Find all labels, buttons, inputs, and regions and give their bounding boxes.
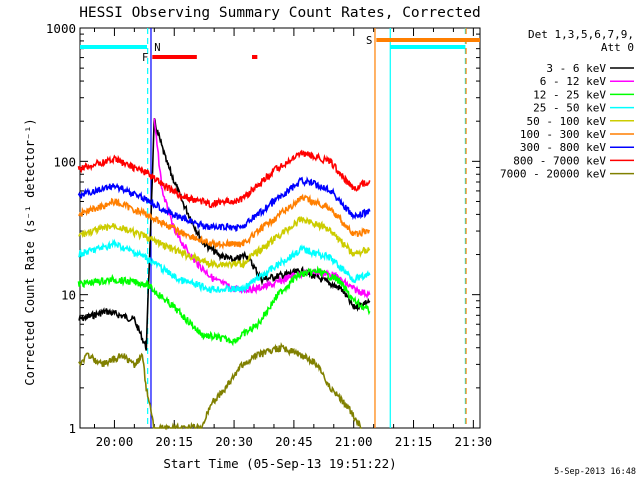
legend-label-25-50-kev: 25 - 50 keV	[533, 102, 606, 115]
y-tick-label: 1	[68, 421, 76, 436]
plot-area: 1 10 100 1000 20:00 20:15 20:30 20:45 21:00 21:15…	[46, 21, 492, 449]
legend-header-line-2: Att 0	[601, 41, 634, 54]
legend-label-3-6-kev: 3 - 6 keV	[546, 62, 606, 75]
flag-label-s: S	[366, 35, 372, 47]
series-line-7000-20000-kev	[78, 342, 362, 431]
y-tick-label: 1000	[46, 21, 76, 36]
plot-frame	[79, 27, 481, 429]
legend-label-800-7000-kev: 800 - 7000 keV	[513, 154, 606, 167]
chart-title: HESSI Observing Summary Count Rates, Cor…	[79, 5, 481, 21]
x-tick-label: 20:00	[96, 434, 134, 449]
legend-label-300-800-kev: 300 - 800 keV	[520, 141, 606, 154]
y-axis-label: Corrected Count Rate (s⁻¹ detector⁻¹)	[23, 118, 37, 385]
x-tick-label: 21:15	[395, 434, 433, 449]
footer-date: 5-Sep-2013 16:48	[554, 467, 636, 477]
x-tick-label: 21:00	[335, 434, 373, 449]
series-line-3-6-kev	[78, 118, 371, 351]
legend-header-line-1: Det 1,3,5,6,7,9,	[528, 28, 634, 41]
x-tick-label: 20:45	[275, 434, 313, 449]
legend-label-12-25-kev: 12 - 25 keV	[533, 88, 606, 101]
x-tick-label: 20:30	[215, 434, 253, 449]
flag-label-f: F	[142, 52, 148, 64]
legend-label-50-100-kev: 50 - 100 keV	[527, 115, 607, 128]
y-tick-label: 100	[53, 154, 76, 169]
legend-label-7000-20000-kev: 7000 - 20000 keV	[500, 168, 606, 181]
series-line-25-50-kev	[78, 238, 371, 294]
flag-label-n: N	[154, 42, 160, 54]
x-axis-label: Start Time (05-Sep-13 19:51:22)	[163, 456, 396, 471]
series-line-300-800-kev	[77, 176, 371, 232]
y-tick-label: 10	[61, 288, 76, 303]
series-line-12-25-kev	[77, 265, 371, 347]
x-tick-label: 20:15	[155, 434, 193, 449]
series-line-50-100-kev	[78, 216, 371, 270]
series-line-800-7000-kev	[77, 149, 371, 209]
series-line-100-300-kev	[78, 193, 371, 250]
legend-label-6-12-kev: 6 - 12 keV	[540, 75, 607, 88]
legend-label-100-300-kev: 100 - 300 keV	[520, 128, 606, 141]
x-tick-label: 21:30	[455, 434, 493, 449]
